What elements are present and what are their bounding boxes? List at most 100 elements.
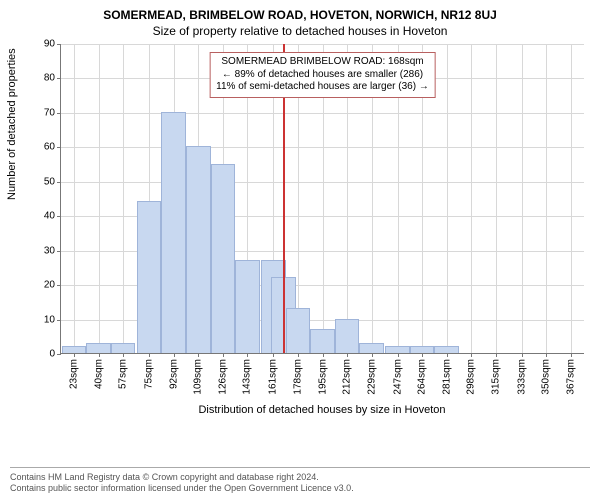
xtick-mark: [74, 353, 75, 357]
xtick-label: 75sqm: [144, 359, 155, 389]
annotation-line: SOMERMEAD BRIMBELOW ROAD: 168sqm: [216, 56, 429, 69]
histogram-bar: [385, 346, 410, 353]
plot-area: 010203040506070809023sqm40sqm57sqm75sqm9…: [60, 44, 584, 354]
ytick-mark: [57, 354, 61, 355]
ytick-label: 20: [44, 280, 55, 291]
xtick-mark: [298, 353, 299, 357]
xtick-mark: [123, 353, 124, 357]
xtick-label: 161sqm: [268, 359, 279, 395]
xtick-label: 333sqm: [516, 359, 527, 395]
xtick-mark: [323, 353, 324, 357]
xtick-label: 178sqm: [292, 359, 303, 395]
xtick-label: 92sqm: [168, 359, 179, 389]
xtick-mark: [347, 353, 348, 357]
xtick-label: 350sqm: [541, 359, 552, 395]
xtick-mark: [571, 353, 572, 357]
xtick-label: 143sqm: [242, 359, 253, 395]
ytick-label: 90: [44, 39, 55, 50]
histogram-bar: [86, 343, 111, 353]
histogram-bar: [111, 343, 136, 353]
histogram-bar: [310, 329, 335, 353]
histogram-bar: [410, 346, 435, 353]
xtick-label: 247sqm: [392, 359, 403, 395]
gridline-v: [74, 44, 75, 353]
xtick-label: 40sqm: [93, 359, 104, 389]
ytick-mark: [57, 147, 61, 148]
histogram-bar: [161, 112, 186, 353]
annotation-box: SOMERMEAD BRIMBELOW ROAD: 168sqm← 89% of…: [209, 52, 436, 98]
xtick-mark: [422, 353, 423, 357]
xtick-mark: [223, 353, 224, 357]
xtick-label: 298sqm: [466, 359, 477, 395]
gridline-v: [99, 44, 100, 353]
gridline-v: [123, 44, 124, 353]
gridline-v: [447, 44, 448, 353]
histogram-bar: [335, 319, 360, 353]
ytick-label: 30: [44, 245, 55, 256]
xtick-mark: [447, 353, 448, 357]
footer-line-2: Contains public sector information licen…: [10, 483, 590, 494]
histogram-bar: [286, 308, 311, 353]
xtick-mark: [372, 353, 373, 357]
xtick-mark: [247, 353, 248, 357]
annotation-line: 11% of semi-detached houses are larger (…: [216, 81, 429, 94]
gridline-v: [571, 44, 572, 353]
histogram-bar: [434, 346, 459, 353]
xtick-mark: [522, 353, 523, 357]
chart-wrap: 010203040506070809023sqm40sqm57sqm75sqm9…: [60, 44, 584, 416]
ytick-mark: [57, 78, 61, 79]
gridline-v: [471, 44, 472, 353]
ytick-mark: [57, 216, 61, 217]
ytick-label: 40: [44, 211, 55, 222]
ytick-label: 50: [44, 176, 55, 187]
histogram-bar: [186, 146, 211, 353]
annotation-line: ← 89% of detached houses are smaller (28…: [216, 69, 429, 82]
gridline-v: [496, 44, 497, 353]
xtick-mark: [273, 353, 274, 357]
xtick-mark: [496, 353, 497, 357]
ytick-label: 70: [44, 107, 55, 118]
footer-line-1: Contains HM Land Registry data © Crown c…: [10, 472, 590, 483]
ytick-mark: [57, 320, 61, 321]
xtick-label: 229sqm: [366, 359, 377, 395]
xtick-label: 109sqm: [193, 359, 204, 395]
ytick-label: 60: [44, 142, 55, 153]
histogram-bar: [62, 346, 87, 353]
xtick-label: 367sqm: [565, 359, 576, 395]
ytick-label: 80: [44, 73, 55, 84]
histogram-bar: [359, 343, 384, 353]
gridline-v: [546, 44, 547, 353]
xtick-mark: [398, 353, 399, 357]
xtick-label: 23sqm: [69, 359, 80, 389]
ytick-mark: [57, 44, 61, 45]
footer-attribution: Contains HM Land Registry data © Crown c…: [10, 467, 590, 495]
xtick-mark: [174, 353, 175, 357]
ytick-mark: [57, 285, 61, 286]
histogram-bar: [211, 164, 236, 353]
ytick-label: 10: [44, 314, 55, 325]
x-axis-label: Distribution of detached houses by size …: [60, 404, 584, 416]
xtick-label: 281sqm: [441, 359, 452, 395]
xtick-mark: [198, 353, 199, 357]
ytick-mark: [57, 182, 61, 183]
xtick-label: 212sqm: [342, 359, 353, 395]
xtick-mark: [99, 353, 100, 357]
ytick-mark: [57, 251, 61, 252]
xtick-label: 126sqm: [217, 359, 228, 395]
xtick-label: 315sqm: [490, 359, 501, 395]
xtick-label: 195sqm: [317, 359, 328, 395]
gridline-v: [522, 44, 523, 353]
chart-title-sub: Size of property relative to detached ho…: [10, 24, 590, 38]
chart-container: SOMERMEAD, BRIMBELOW ROAD, HOVETON, NORW…: [0, 0, 600, 500]
y-axis-label: Number of detached properties: [6, 48, 18, 200]
xtick-mark: [149, 353, 150, 357]
xtick-label: 57sqm: [118, 359, 129, 389]
histogram-bar: [137, 201, 162, 353]
histogram-bar: [235, 260, 260, 353]
ytick-mark: [57, 113, 61, 114]
chart-title-main: SOMERMEAD, BRIMBELOW ROAD, HOVETON, NORW…: [10, 8, 590, 22]
ytick-label: 0: [49, 349, 55, 360]
xtick-mark: [546, 353, 547, 357]
xtick-mark: [471, 353, 472, 357]
xtick-label: 264sqm: [417, 359, 428, 395]
